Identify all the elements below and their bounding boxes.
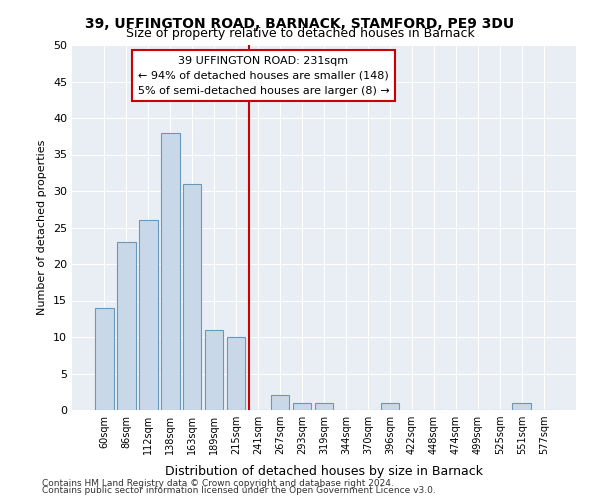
Text: 39, UFFINGTON ROAD, BARNACK, STAMFORD, PE9 3DU: 39, UFFINGTON ROAD, BARNACK, STAMFORD, P… [85, 18, 515, 32]
Text: Contains HM Land Registry data © Crown copyright and database right 2024.: Contains HM Land Registry data © Crown c… [42, 478, 394, 488]
Bar [512, 402, 531, 410]
Text: Size of property relative to detached houses in Barnack: Size of property relative to detached ho… [125, 28, 475, 40]
Bar [271, 396, 289, 410]
Bar [227, 337, 245, 410]
Text: 39 UFFINGTON ROAD: 231sqm
← 94% of detached houses are smaller (148)
5% of semi-: 39 UFFINGTON ROAD: 231sqm ← 94% of detac… [137, 56, 389, 96]
Bar [380, 402, 399, 410]
Bar [95, 308, 113, 410]
Bar [139, 220, 158, 410]
Text: Contains public sector information licensed under the Open Government Licence v3: Contains public sector information licen… [42, 486, 436, 495]
Bar [161, 132, 179, 410]
Y-axis label: Number of detached properties: Number of detached properties [37, 140, 47, 315]
X-axis label: Distribution of detached houses by size in Barnack: Distribution of detached houses by size … [165, 466, 483, 478]
Bar [183, 184, 202, 410]
Bar [293, 402, 311, 410]
Bar [205, 330, 223, 410]
Bar [117, 242, 136, 410]
Bar [314, 402, 334, 410]
